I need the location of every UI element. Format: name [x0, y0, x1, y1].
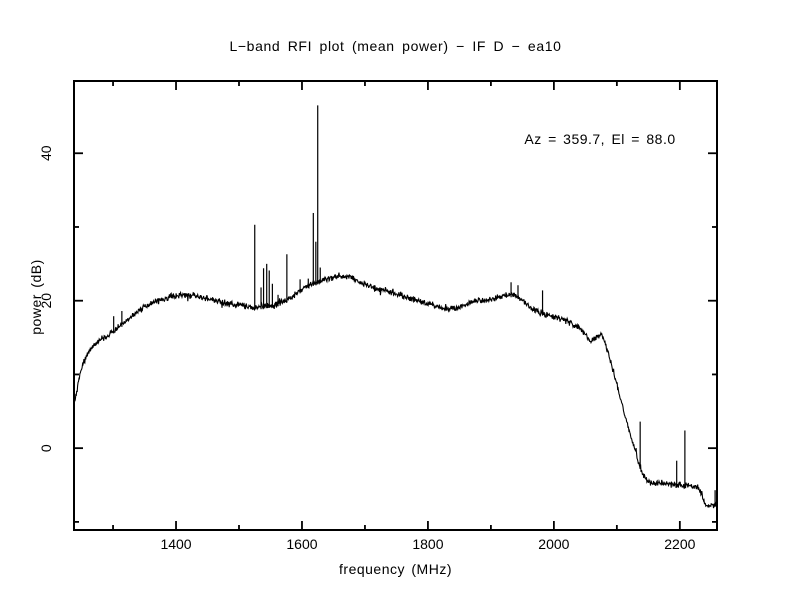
x-tick-label: 1600: [286, 536, 317, 552]
y-tick-label: 20: [38, 293, 54, 309]
plot-frame: [73, 80, 718, 531]
rfi-spikes: [113, 105, 716, 507]
x-axis-label: frequency (MHz): [339, 561, 452, 577]
x-tick-label: 2200: [664, 536, 695, 552]
chart-title: L−band RFI plot (mean power) − IF D − ea…: [229, 38, 562, 54]
y-tick-label: 40: [38, 145, 54, 161]
y-axis-label-text: power (dB): [28, 259, 44, 335]
spectrum-trace: [73, 272, 718, 509]
axis-tick-labels: 1400 1600 1800 2000 2200 0 20 40: [38, 145, 696, 552]
az-el-annotation: Az = 359.7, El = 88.0: [524, 131, 676, 147]
x-tick-label: 1400: [160, 536, 191, 552]
y-tick-label: 0: [38, 444, 54, 452]
x-tick-label: 1800: [412, 536, 443, 552]
x-tick-label: 2000: [538, 536, 569, 552]
axis-ticks: [74, 81, 717, 530]
